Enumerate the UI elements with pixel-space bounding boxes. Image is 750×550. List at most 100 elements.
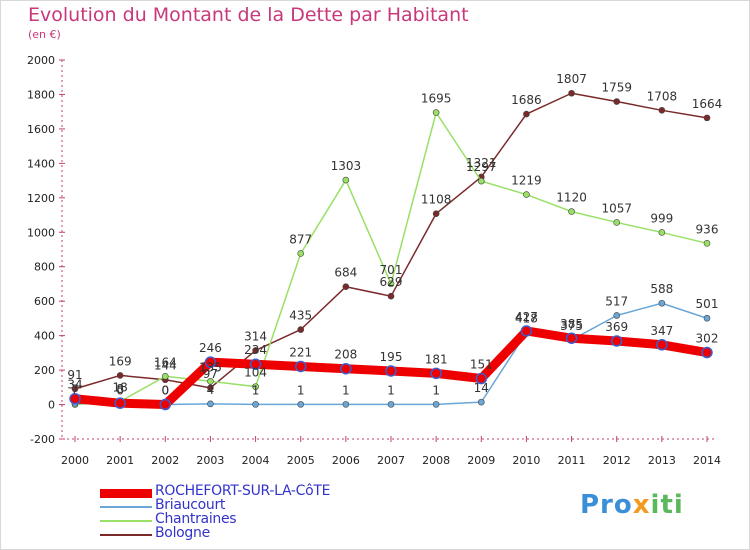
y-tick-label: 1600: [27, 123, 55, 136]
data-label-chantraines: 1303: [331, 159, 362, 173]
data-point-bologne: [703, 114, 711, 122]
data-label-rochefort-sur-la-c-te: 427: [515, 310, 538, 324]
data-point-rochefort-sur-la-c-te: [475, 372, 488, 385]
data-point-chantraines: [342, 176, 350, 184]
data-point-bologne: [342, 283, 350, 291]
data-label-briaucourt: 14: [474, 381, 489, 395]
x-tick-label: 2009: [467, 454, 495, 467]
x-tick-label: 2004: [242, 454, 270, 467]
legend-label: Bologne: [155, 525, 210, 541]
data-point-bologne: [116, 372, 124, 379]
data-label-briaucourt: 1: [342, 383, 350, 397]
x-tick-label: 2002: [151, 454, 179, 467]
y-tick-label: 2000: [27, 54, 55, 67]
logo-part-iti: iti: [650, 490, 684, 520]
data-label-rochefort-sur-la-c-te: 0: [161, 384, 169, 398]
x-tick-label: 2010: [512, 454, 540, 467]
data-label-briaucourt: 1: [432, 383, 440, 397]
data-label-chantraines: 999: [650, 211, 673, 225]
logo-part-pro: Pro: [580, 490, 633, 520]
data-point-briaucourt: [432, 401, 440, 408]
data-point-rochefort-sur-la-c-te: [610, 335, 623, 347]
data-point-briaucourt: [297, 401, 305, 408]
data-label-chantraines: 1219: [511, 174, 542, 188]
chart-title: Evolution du Montant de la Dette par Hab…: [28, 4, 469, 26]
proxiti-logo: Proxiti: [580, 490, 684, 520]
data-label-bologne: 1321: [466, 156, 497, 170]
data-point-bologne: [71, 385, 79, 393]
data-label-bologne: 91: [67, 368, 82, 382]
y-tick-label: 1800: [27, 88, 55, 101]
data-label-bologne: 314: [244, 329, 267, 343]
x-tick-label: 2006: [332, 454, 360, 467]
data-label-rochefort-sur-la-c-te: 369: [605, 320, 628, 334]
x-tick-label: 2008: [422, 454, 450, 467]
data-label-rochefort-sur-la-c-te: 208: [334, 348, 357, 362]
data-label-rochefort-sur-la-c-te: 234: [244, 343, 267, 357]
legend-swatch: [100, 534, 152, 536]
legend-swatch: [100, 520, 152, 522]
data-point-chantraines: [703, 239, 711, 247]
data-point-bologne: [432, 210, 440, 217]
data-label-chantraines: 1297: [466, 160, 497, 174]
chart-subtitle: (en €): [28, 28, 61, 41]
data-point-bologne: [252, 347, 259, 354]
data-label-briaucourt: 588: [650, 282, 673, 296]
data-label-rochefort-sur-la-c-te: 246: [199, 341, 222, 355]
data-label-chantraines: 877: [289, 232, 312, 246]
data-point-bologne: [387, 292, 395, 300]
data-label-bologne: 684: [334, 266, 357, 280]
data-point-rochefort-sur-la-c-te: [294, 360, 307, 373]
data-label-bologne: 169: [109, 354, 132, 368]
data-label-bologne: 1664: [692, 97, 723, 111]
legend-swatch: [100, 506, 152, 508]
data-label-briaucourt: 0: [161, 384, 169, 398]
data-point-chantraines: [523, 191, 530, 198]
data-point-rochefort-sur-la-c-te: [114, 397, 126, 409]
data-point-chantraines: [568, 208, 575, 215]
x-tick-label: 2003: [196, 454, 224, 467]
data-label-chantraines: 164: [154, 355, 177, 369]
data-label-bologne: 1807: [556, 72, 587, 86]
data-label-briaucourt: 501: [696, 297, 719, 311]
data-label-rochefort-sur-la-c-te: 302: [696, 332, 719, 346]
x-tick-label: 2011: [558, 454, 586, 467]
data-point-chantraines: [161, 372, 169, 380]
data-point-chantraines: [297, 250, 305, 257]
data-point-rochefort-sur-la-c-te: [385, 365, 397, 377]
data-point-chantraines: [658, 229, 666, 236]
data-label-chantraines: 135: [199, 360, 222, 374]
data-label-briaucourt: 0: [116, 384, 124, 398]
data-label-bologne: 435: [289, 309, 312, 323]
x-tick-label: 2014: [693, 454, 721, 467]
data-label-rochefort-sur-la-c-te: 8: [116, 382, 124, 396]
data-point-rochefort-sur-la-c-te: [701, 346, 713, 359]
data-label-bologne: 1108: [421, 193, 452, 207]
data-label-rochefort-sur-la-c-te: 34: [67, 378, 82, 392]
data-point-briaucourt: [252, 401, 259, 408]
x-tick-label: 2001: [106, 454, 134, 467]
data-label-bologne: 629: [380, 275, 403, 289]
data-label-chantraines: 1057: [601, 201, 632, 215]
data-point-briaucourt: [477, 398, 485, 406]
data-point-bologne: [613, 98, 621, 105]
x-tick-label: 2013: [648, 454, 676, 467]
y-tick-label: 0: [48, 399, 55, 412]
data-point-bologne: [658, 107, 666, 114]
data-point-briaucourt: [342, 401, 350, 408]
data-point-chantraines: [613, 219, 621, 226]
data-label-briaucourt: 4: [207, 383, 215, 397]
y-tick-label: 1200: [27, 192, 55, 205]
data-point-briaucourt: [207, 400, 214, 408]
x-tick-label: 2012: [603, 454, 631, 467]
data-point-briaucourt: [658, 299, 666, 307]
data-label-rochefort-sur-la-c-te: 181: [425, 352, 448, 366]
data-point-bologne: [568, 89, 575, 97]
legend-swatch: [100, 488, 152, 498]
data-point-rochefort-sur-la-c-te: [249, 358, 262, 370]
data-point-briaucourt: [703, 314, 711, 322]
data-label-rochefort-sur-la-c-te: 385: [560, 317, 583, 331]
legend-label: Chantraines: [155, 511, 237, 527]
x-tick-label: 2005: [287, 454, 315, 467]
data-label-rochefort-sur-la-c-te: 221: [289, 345, 312, 359]
